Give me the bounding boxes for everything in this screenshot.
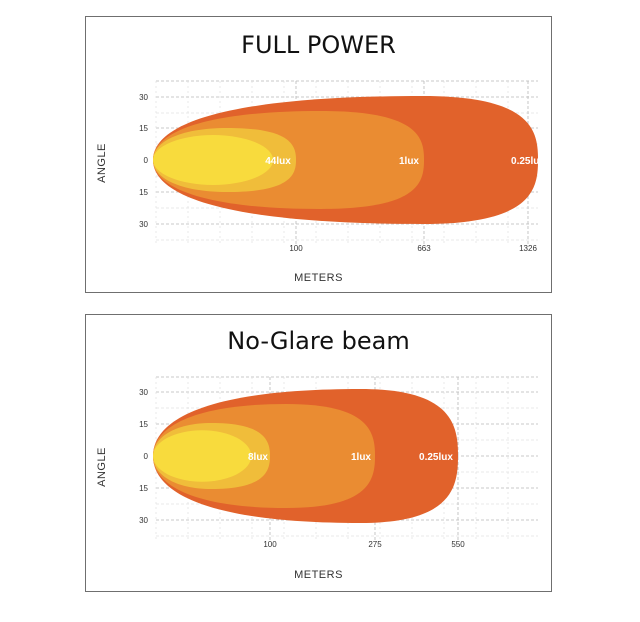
x-axis-label: METERS [294,569,343,581]
zone-label: 0.25lux [419,452,453,463]
beam-plot: 0.25lux 1lux 8lux 30 15 0 15 30 100 275 550 [139,376,538,549]
zone-label: 44lux [265,156,291,167]
x-tick-label: 275 [368,540,382,549]
y-tick-label: 30 [139,388,148,397]
y-tick-label: 15 [139,420,148,429]
chart-title: FULL POWER [241,31,396,59]
no-glare-chart: No-Glare beam 0.25lux 1lux 8lux 30 15 0 15 30 10… [85,314,552,592]
zone-label: 1lux [351,452,371,463]
chart-title: No-Glare beam [227,327,410,355]
y-axis-label: ANGLE [95,447,108,487]
x-tick-label: 100 [289,244,303,253]
y-tick-label: 0 [144,452,149,461]
zone-label: 0.25lux [511,156,545,167]
y-axis-label: ANGLE [95,143,108,183]
x-tick-label: 1326 [519,244,537,253]
y-tick-label: 15 [139,188,148,197]
y-tick-label: 30 [139,220,148,229]
beam-core [153,135,274,185]
x-tick-label: 663 [417,244,431,253]
zone-label: 8lux [248,452,268,463]
y-tick-label: 0 [144,156,149,165]
full-power-chart: FULL POWER 0.25lux 1lux 44lux 30 15 0 15 30 100 6… [85,16,552,293]
y-tick-label: 15 [139,484,148,493]
x-axis-label: METERS [294,272,343,284]
x-tick-label: 100 [263,540,277,549]
y-tick-label: 30 [139,516,148,525]
zone-label: 1lux [399,156,419,167]
y-tick-label: 15 [139,124,148,133]
beam-core [153,430,252,482]
beam-plot: 0.25lux 1lux 44lux 30 15 0 15 30 100 663 1326 [139,80,545,253]
y-tick-label: 30 [139,93,148,102]
x-tick-label: 550 [451,540,465,549]
